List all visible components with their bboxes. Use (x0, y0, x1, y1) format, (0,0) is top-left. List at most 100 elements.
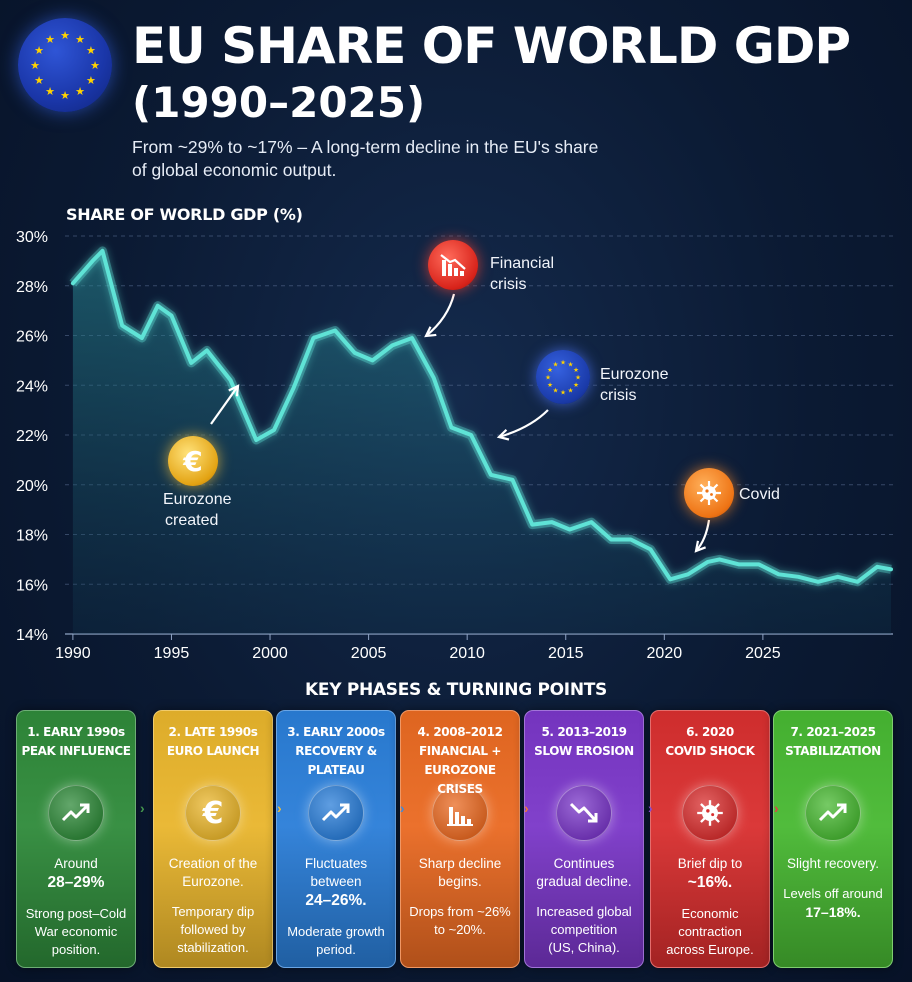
chevron-right-icon: › (140, 800, 145, 816)
chevron-right-icon: › (277, 800, 282, 816)
flag-star: ★ (34, 45, 44, 57)
x-tick-label: 2010 (449, 645, 485, 662)
flag-star: ★ (560, 390, 566, 397)
annotation-eurozone-created: Eurozone created (163, 489, 232, 531)
x-tick-label: 2020 (647, 645, 683, 662)
flag-star: ★ (45, 34, 55, 46)
chevron-right-icon: › (648, 800, 653, 816)
arrow-eurozone-created-head (228, 384, 240, 397)
phase-detail: Increased global competition (US, China)… (525, 903, 643, 957)
series-line (70, 248, 893, 584)
phase-figure: 28–29% (47, 874, 105, 891)
phase-summary: Sharp decline begins. (401, 855, 519, 891)
trend-up-icon (308, 785, 364, 841)
flag-star: ★ (568, 387, 574, 394)
flag-star: ★ (34, 75, 44, 87)
eu-flag-icon: ★ ★ ★ ★ ★ ★ ★ ★ ★ ★ ★ ★ (18, 18, 112, 112)
x-tick-label: 1990 (55, 645, 91, 662)
flag-star: ★ (573, 382, 579, 389)
phase-detail-line: to ~20%. (434, 922, 486, 937)
phase-card-title: 7. 2021–2025 STABILIZATION (774, 711, 892, 773)
phase-title-line: 6. 2020 (686, 725, 734, 739)
phase-card: 3. EARLY 2000s RECOVERY & PLATEAU Fluctu… (276, 710, 396, 968)
annotation-label: Eurozone (163, 491, 232, 508)
flag-star: ★ (547, 382, 553, 389)
phase-card: 6. 2020 COVID SHOCK Brief dip to ~16%. E… (650, 710, 770, 968)
phase-summary: Slight recovery. (774, 855, 892, 873)
phase-summary-line: Brief dip to (677, 856, 743, 871)
phase-title-line: PLATEAU (307, 763, 365, 777)
phase-detail-line: across Europe. (666, 942, 754, 957)
falling-chart-icon (428, 240, 478, 290)
phase-summary-line: Slight recovery. (786, 856, 880, 871)
phase-summary-line: between (310, 874, 362, 889)
phase-title-line: 4. 2008–2012 (417, 725, 503, 739)
phase-figure: 24–26%. (305, 892, 367, 909)
phase-detail: Economic contraction across Europe. (651, 905, 769, 959)
phase-summary-line: Continues (553, 856, 615, 871)
y-tick-label: 18% (16, 528, 48, 545)
phase-title-line: 3. EARLY 2000s (287, 725, 385, 739)
flag-star: ★ (575, 375, 581, 382)
phase-summary: Around 28–29% (17, 855, 135, 893)
phase-summary-line: begins. (438, 874, 482, 889)
phase-card-title: 3. EARLY 2000s RECOVERY & PLATEAU (277, 711, 395, 777)
phase-detail: Temporary dip followed by stabilization. (154, 903, 272, 957)
phase-detail-line: stabilization. (177, 940, 249, 955)
phase-title-line: SLOW EROSION (534, 744, 634, 758)
phase-detail: Moderate growth period. (277, 923, 395, 959)
phase-card: 5. 2013–2019 SLOW EROSION Continues grad… (524, 710, 644, 968)
trend-up-icon (48, 785, 104, 841)
y-tick-label: 22% (16, 428, 48, 445)
y-tick-label: 26% (16, 329, 48, 346)
phase-detail-line: War economic (34, 924, 118, 939)
phase-card-title: 6. 2020 COVID SHOCK (651, 711, 769, 773)
phase-card: 4. 2008–2012 FINANCIAL + EUROZONE CRISES… (400, 710, 520, 968)
euro-icon: € (185, 785, 241, 841)
phase-detail: Levels off around 17–18%. (774, 885, 892, 921)
y-tick-label: 20% (16, 478, 48, 495)
phase-figure: ~16%. (687, 874, 733, 891)
flag-star: ★ (75, 34, 85, 46)
phase-summary: Continues gradual decline. (525, 855, 643, 891)
annotation-label: created (165, 512, 219, 529)
arrow-financial-crisis (425, 293, 456, 337)
annotation-label: crisis (600, 387, 637, 404)
phase-title-line: 1. EARLY 1990s (27, 725, 125, 739)
phase-summary: Brief dip to ~16%. (651, 855, 769, 893)
trend-down-icon (556, 785, 612, 841)
annotation-label: Financial (490, 255, 555, 272)
phase-detail: Drops from ~26% to ~20%. (401, 903, 519, 939)
phase-detail-line: (US, China). (548, 940, 620, 955)
phase-summary-line: Around (54, 856, 98, 871)
phase-title-line: STABILIZATION (785, 744, 881, 758)
phase-card: 1. EARLY 1990s PEAK INFLUENCE Around 28–… (16, 710, 136, 968)
flag-star: ★ (86, 45, 96, 57)
phase-detail: Strong post–Cold War economic position. (17, 905, 135, 959)
arrow-covid-head (694, 540, 707, 553)
phase-summary: Fluctuates between 24–26%. (277, 855, 395, 911)
phase-detail-line: position. (51, 942, 101, 957)
flag-star: ★ (86, 75, 96, 87)
flag-star: ★ (90, 60, 100, 72)
phase-card: 2. LATE 1990s EURO LAUNCH € Creation of … (153, 710, 273, 968)
phase-title-line: RECOVERY & (295, 744, 377, 758)
phase-summary-line: Fluctuates (304, 856, 368, 871)
flag-star: ★ (60, 90, 70, 102)
x-tick-label: 2015 (548, 645, 584, 662)
annotation-financial-crisis: Financial crisis (490, 253, 554, 295)
phase-detail-line: contraction (678, 924, 742, 939)
phase-summary-line: Creation of the (168, 856, 258, 871)
x-tick-label: 2025 (745, 645, 781, 662)
trend-up-icon (805, 785, 861, 841)
eu-stars-icon: ★ ★ ★ ★ ★ ★ ★ ★ ★ ★ ★ ★ (536, 350, 590, 404)
annotation-eurozone-crisis: Eurozone crisis (600, 364, 669, 406)
x-tick-label: 1995 (154, 645, 190, 662)
phase-detail-line: Moderate growth (287, 924, 385, 939)
y-tick-label: 14% (16, 627, 48, 644)
phase-detail-line: period. (316, 942, 356, 957)
phase-summary: Creation of the Eurozone. (154, 855, 272, 891)
phase-detail-line: Temporary dip (171, 904, 255, 919)
phase-summary-line: Eurozone. (182, 874, 244, 889)
phase-detail-line: 17–18%. (805, 904, 861, 920)
